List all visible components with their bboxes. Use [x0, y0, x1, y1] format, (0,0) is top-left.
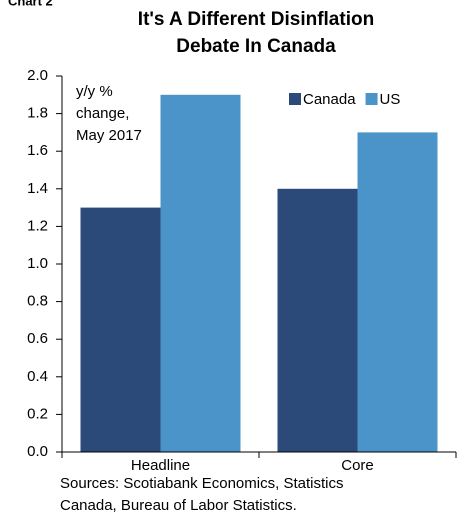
x-tick-label: Core — [341, 457, 374, 474]
bar — [357, 132, 438, 452]
y-tick-label: 0.4 — [27, 368, 48, 385]
source: Sources: Scotiabank Economics, Statistic… — [60, 475, 343, 492]
x-tick-label: Headline — [131, 457, 190, 474]
y-tick-label: 0.2 — [27, 405, 48, 422]
annotation: May 2017 — [76, 127, 142, 144]
chart-title: Debate In Canada — [176, 36, 336, 57]
y-tick-label: 2.0 — [27, 67, 48, 84]
bar — [80, 207, 161, 452]
legend-label: US — [380, 91, 401, 108]
y-tick-label: 0.0 — [27, 443, 48, 460]
y-tick-label: 1.6 — [27, 142, 48, 159]
bar — [160, 94, 241, 453]
y-tick-label: 0.8 — [27, 293, 48, 310]
annotation: y/y % — [76, 83, 113, 100]
y-tick-label: 1.2 — [27, 217, 48, 234]
chart-label: Chart 2 — [8, 0, 53, 8]
y-tick-label: 0.6 — [27, 330, 48, 347]
annotation: change, — [76, 105, 129, 122]
legend-swatch — [365, 93, 378, 105]
source: Canada, Bureau of Labor Statistics. — [60, 497, 297, 514]
y-tick-label: 1.0 — [27, 255, 48, 272]
y-tick-label: 1.4 — [27, 180, 48, 197]
legend-label: Canada — [303, 91, 356, 108]
legend-swatch — [289, 93, 301, 105]
bar — [277, 188, 358, 453]
y-tick-label: 1.8 — [27, 105, 48, 122]
chart-title: It's A Different Disinflation — [138, 9, 374, 30]
